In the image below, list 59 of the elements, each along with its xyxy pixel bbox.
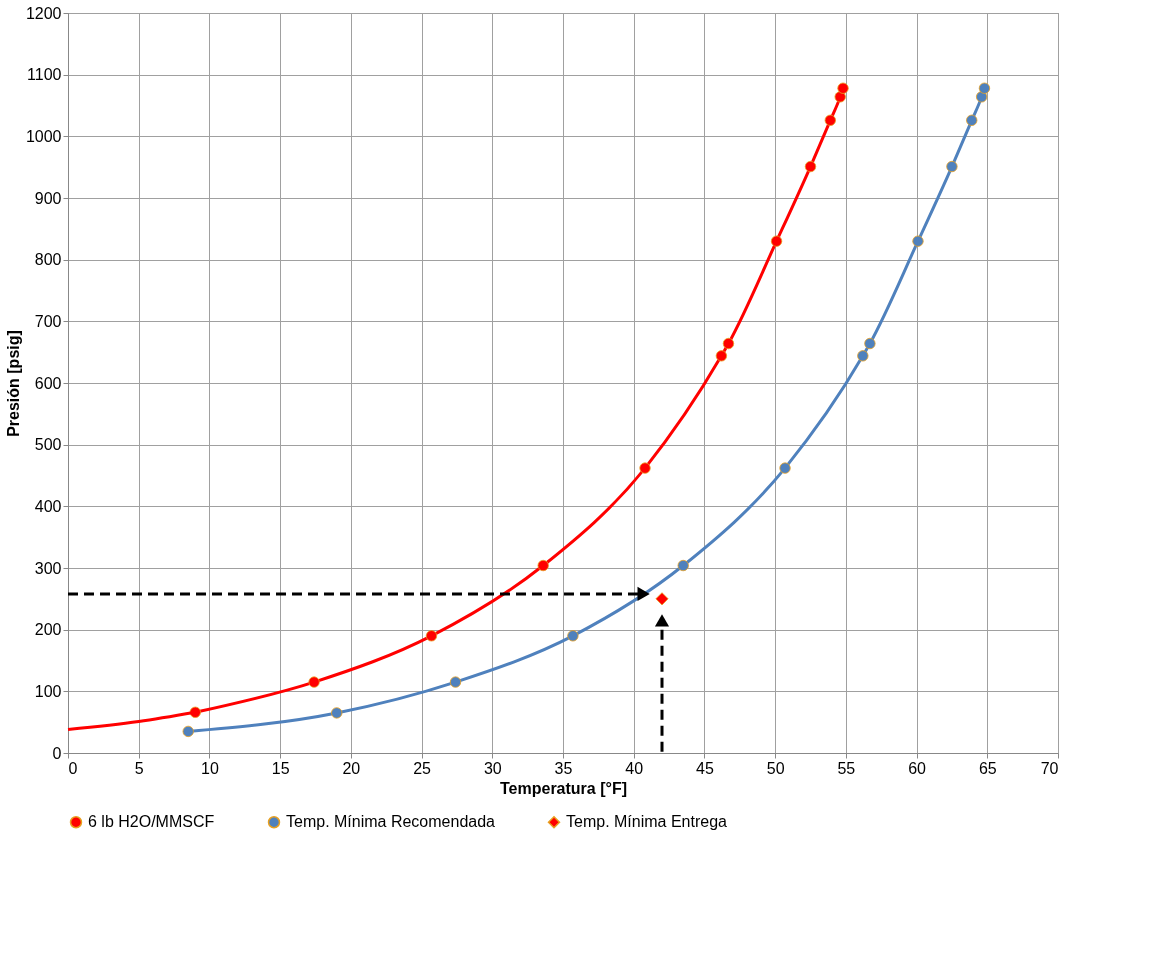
point [824, 114, 836, 126]
x-tick-label: 25 [413, 759, 432, 777]
y-tick-label: 400 [34, 497, 62, 515]
x-tick-label: 20 [342, 759, 361, 777]
point [331, 707, 343, 719]
x-tick-label: 10 [201, 759, 219, 777]
x-tick-label: 0 [68, 759, 78, 777]
point [677, 559, 689, 572]
x-tick-label: 15 [271, 759, 290, 777]
x-tick-label: 50 [766, 759, 785, 777]
point [182, 725, 194, 738]
point [639, 462, 651, 474]
y-tick-label: 1200 [25, 4, 62, 22]
y-tick-label: 100 [34, 682, 62, 700]
point [715, 350, 728, 362]
point [864, 337, 876, 350]
point [537, 559, 549, 572]
y-tick-label: 900 [34, 189, 62, 207]
point [804, 160, 817, 173]
point [978, 82, 991, 94]
y-tick-label: 0 [52, 744, 62, 762]
point [770, 235, 783, 247]
x-tick-label: 5 [134, 759, 144, 777]
x-tick-label: 35 [554, 759, 573, 777]
legend-label: Temp. Mínima Entrega [566, 813, 728, 831]
point [834, 91, 846, 103]
point [722, 337, 735, 350]
legend-label: Temp. Mínima Recomendada [286, 813, 496, 831]
y-tick-label: 1100 [27, 66, 62, 84]
x-tick-label: 40 [625, 759, 644, 777]
point [966, 114, 978, 126]
x-tick-label: 55 [837, 759, 856, 777]
y-tick-label: 800 [34, 251, 62, 269]
legend-label: 6 lb H2O/MMSCF [88, 813, 215, 831]
point [857, 350, 869, 362]
x-axis-title: Temperatura [°F] [499, 779, 628, 797]
x-tick-label: 70 [1040, 759, 1059, 777]
y-tick-label: 1000 [25, 127, 62, 145]
point [946, 160, 958, 173]
point [567, 630, 579, 642]
point [975, 91, 988, 103]
y-tick-label: 500 [34, 436, 62, 454]
point [449, 676, 462, 688]
point [655, 592, 669, 606]
x-tick-label: 45 [696, 759, 714, 777]
x-tick-label: 65 [978, 759, 997, 777]
point [308, 676, 320, 688]
y-tick-label: 300 [34, 559, 62, 577]
y-tick-label: 600 [34, 374, 62, 392]
point [837, 82, 849, 94]
point [779, 462, 791, 474]
y-axis-title: Presión [psig] [4, 330, 22, 437]
point [189, 706, 201, 718]
x-tick-label: 60 [908, 759, 927, 777]
point [425, 630, 438, 642]
x-tick-label: 30 [483, 759, 502, 777]
y-tick-label: 200 [34, 621, 62, 639]
y-tick-label: 700 [34, 312, 62, 330]
point [912, 235, 924, 247]
